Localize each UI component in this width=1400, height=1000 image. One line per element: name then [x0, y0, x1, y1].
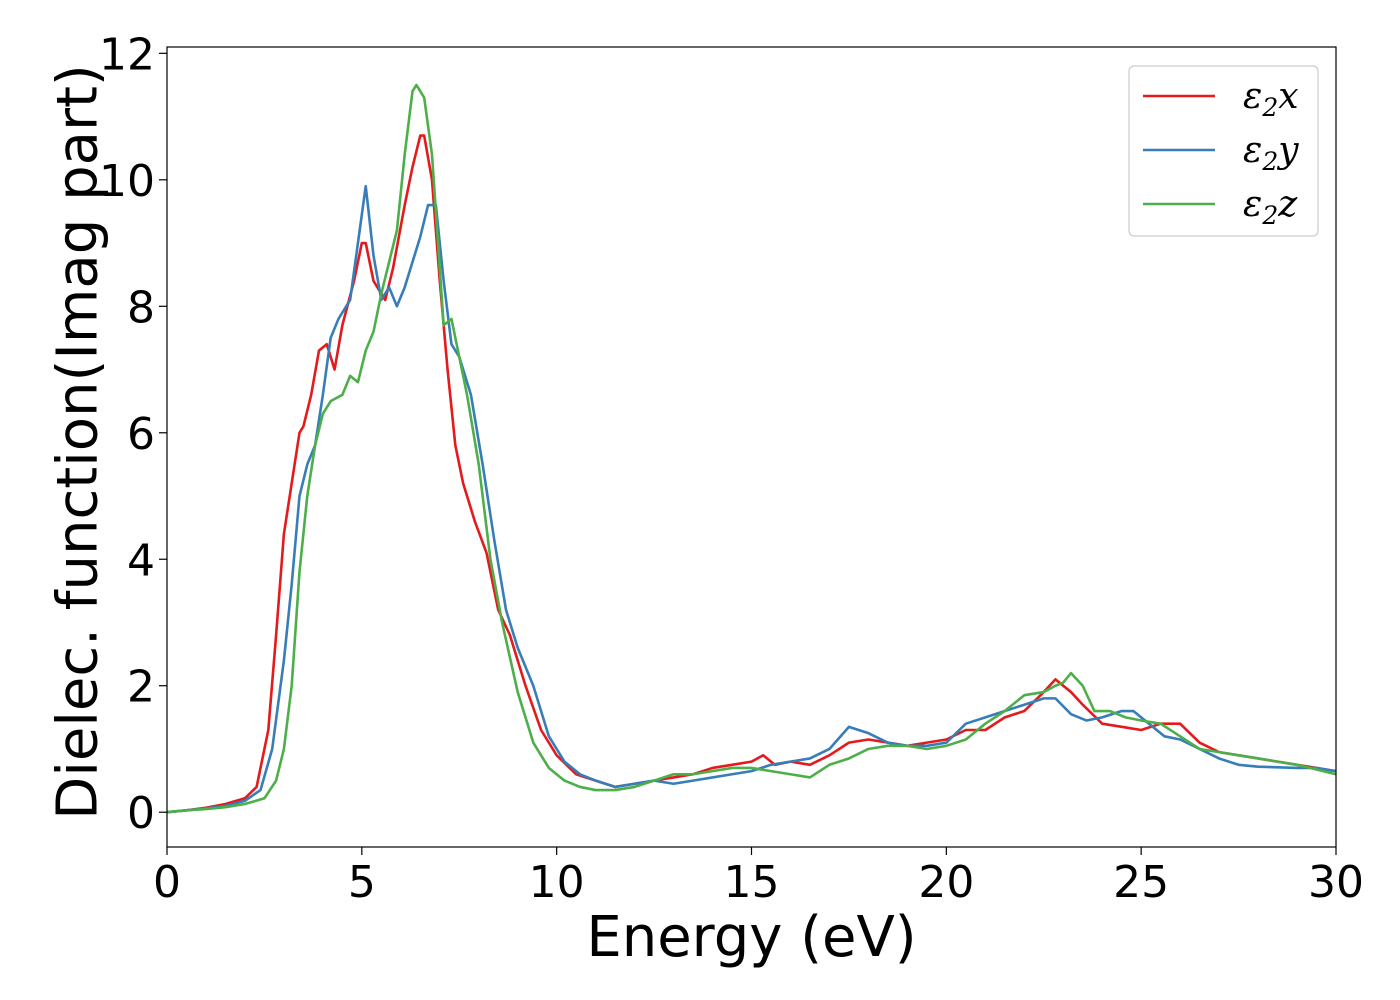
y-axis-title: Dielec. function(Imag part)	[46, 64, 111, 820]
x-tick-label: 25	[1113, 857, 1169, 908]
y-tick-label: 6	[127, 409, 155, 460]
series-layer	[166, 83, 1337, 814]
x-tick-label: 0	[153, 857, 181, 908]
legend-label-3: ε2z	[1243, 184, 1298, 230]
y-tick-label: 10	[99, 156, 155, 207]
x-tick-label: 5	[348, 857, 376, 908]
y-tick-label: 0	[127, 788, 155, 839]
y-axis: 0 2 4 6 8 10 12	[99, 29, 167, 839]
x-tick-label: 30	[1308, 857, 1364, 908]
x-axis-title: Energy (eV)	[586, 905, 916, 970]
y-tick-label: 4	[127, 535, 155, 586]
legend-label-1: ε2x	[1243, 76, 1299, 122]
legend-box	[1128, 65, 1319, 237]
x-tick-label: 10	[529, 857, 585, 908]
x-tick-label: 15	[724, 857, 780, 908]
legend-label-2: ε2y	[1243, 130, 1299, 176]
x-tick-label: 20	[918, 857, 974, 908]
y-tick-label: 12	[99, 29, 155, 80]
x-axis: 0 5 10 15 20 25 30	[153, 847, 1364, 908]
legend: ε2x ε2y ε2z	[1128, 65, 1319, 237]
series-line-3	[166, 83, 1337, 814]
series-line-2	[166, 184, 1337, 814]
y-tick-label: 2	[127, 662, 155, 713]
y-tick-label: 8	[127, 282, 155, 333]
